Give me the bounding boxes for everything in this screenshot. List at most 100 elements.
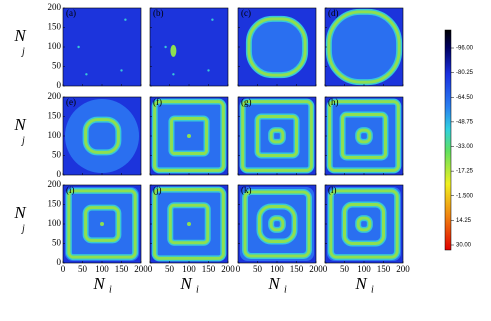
x-tick-label: 100	[95, 264, 109, 274]
ring	[356, 216, 372, 232]
y-tick-label: 200	[48, 179, 62, 189]
speck	[124, 18, 127, 21]
dot	[187, 134, 191, 138]
panel-label: (j)	[153, 185, 162, 195]
x-label-sub: i	[371, 284, 374, 295]
y-tick-label: 150	[48, 111, 62, 121]
x-tick-label: 50	[78, 264, 88, 274]
x-label-sub: i	[196, 284, 199, 295]
panel-label: (h)	[328, 97, 339, 107]
x-label: N	[354, 274, 368, 293]
colorbar-label: -48.75	[456, 119, 474, 125]
x-tick-label: 100	[270, 264, 284, 274]
x-label: N	[267, 274, 281, 293]
x-tick-label: 0	[323, 264, 328, 274]
y-tick-label: 100	[48, 41, 62, 51]
panel-label: (f)	[153, 97, 162, 107]
y-tick-label: 0	[57, 257, 62, 267]
ring	[67, 189, 137, 259]
region	[239, 98, 315, 174]
x-label-sub: i	[109, 284, 112, 295]
blob	[170, 44, 177, 57]
speck	[85, 73, 88, 76]
x-tick-label: 50	[253, 264, 263, 274]
ring	[343, 203, 385, 245]
ring	[356, 128, 372, 144]
colorbar-label: -64.50	[456, 95, 474, 101]
panel	[324, 184, 404, 264]
y-tick-label: 200	[48, 91, 62, 101]
x-tick-label: 150	[115, 264, 129, 274]
region	[326, 186, 402, 262]
x-tick-label: 200	[221, 264, 235, 274]
ring	[256, 115, 298, 157]
x-label: N	[179, 274, 193, 293]
x-tick-label: 200	[396, 264, 410, 274]
region	[326, 98, 402, 174]
ring	[327, 10, 401, 84]
region	[64, 98, 140, 174]
y-label: N	[13, 203, 27, 222]
y-tick-label: 50	[52, 238, 62, 248]
x-tick-label: 50	[165, 264, 175, 274]
x-tick-label: 150	[202, 264, 216, 274]
panel-label: (l)	[328, 185, 337, 195]
panel-bg	[63, 8, 141, 86]
ring	[153, 188, 225, 260]
panel-label: (k)	[241, 185, 252, 195]
panel	[62, 7, 142, 87]
ring	[269, 128, 285, 144]
speck	[164, 45, 167, 49]
x-tick-label: 150	[377, 264, 391, 274]
panel	[149, 96, 229, 176]
x-label-sub: i	[284, 284, 287, 295]
panel	[237, 184, 317, 264]
panel	[324, 7, 404, 87]
x-tick-label: 100	[357, 264, 371, 274]
region	[249, 19, 305, 75]
colorbar-label: -33.00	[456, 144, 474, 150]
y-tick-label: 50	[52, 61, 62, 71]
ring	[257, 204, 297, 244]
panel-label: (b)	[153, 8, 164, 18]
x-tick-label: 150	[290, 264, 304, 274]
panel	[149, 184, 229, 264]
speck	[207, 69, 210, 72]
panel-label: (i)	[66, 185, 75, 195]
x-tick-label: 200	[309, 264, 323, 274]
panel	[62, 96, 142, 176]
x-tick-label: 0	[148, 264, 153, 274]
colorbar-label: -96.00	[456, 46, 474, 52]
panel-label: (a)	[66, 8, 76, 18]
colorbar-label: 14.25	[456, 218, 472, 224]
panel	[149, 7, 229, 87]
y-tick-label: 50	[52, 150, 62, 160]
dot	[187, 222, 191, 226]
ring	[329, 189, 399, 259]
y-tick-label: 200	[48, 2, 62, 12]
ring	[84, 118, 120, 154]
speck	[77, 45, 80, 49]
x-label: N	[92, 274, 106, 293]
y-tick-label: 0	[57, 80, 62, 90]
panel-label: (d)	[328, 8, 339, 18]
panel-label: (g)	[241, 97, 252, 107]
colorbar-label: -17.25	[456, 169, 474, 175]
region	[329, 12, 399, 82]
y-tick-label: 100	[48, 218, 62, 228]
panel	[237, 7, 317, 87]
panel	[324, 96, 404, 176]
colorbar-label: -1.500	[456, 193, 474, 199]
x-tick-label: 100	[182, 264, 196, 274]
panel-bg	[150, 8, 228, 86]
colorbar-label: 30.00	[456, 243, 472, 249]
y-label: N	[13, 26, 27, 45]
x-tick-label: 200	[134, 264, 148, 274]
speck	[172, 73, 175, 76]
region	[239, 186, 315, 262]
colorbar	[444, 29, 452, 251]
y-tick-label: 100	[48, 130, 62, 140]
ring	[328, 100, 400, 172]
ring	[168, 203, 210, 245]
